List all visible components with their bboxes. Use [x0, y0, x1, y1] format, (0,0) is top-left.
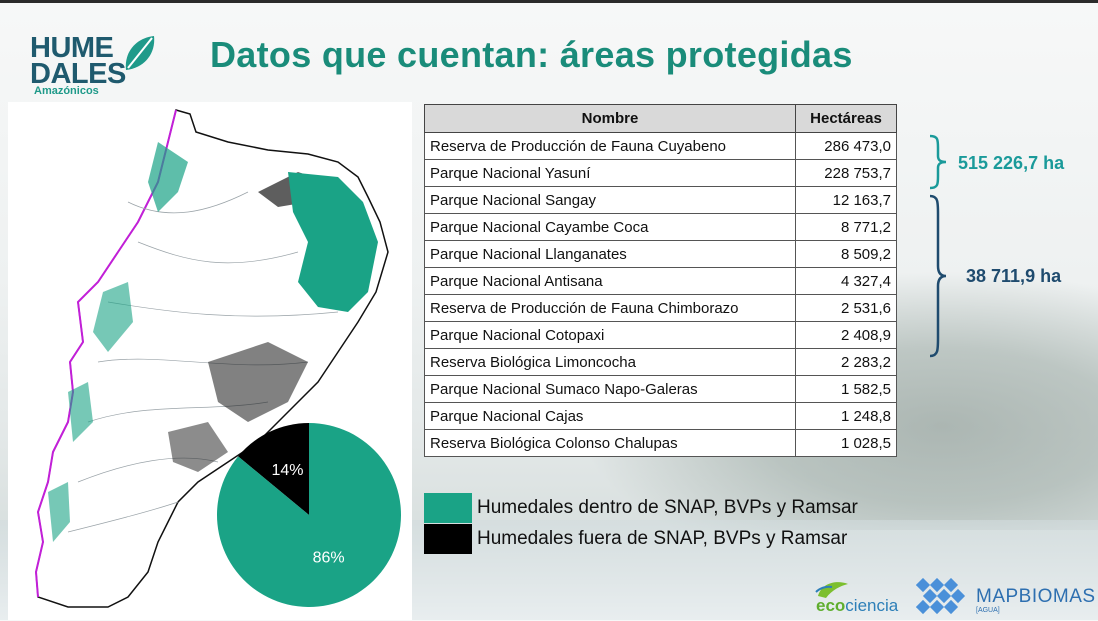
- area-hectares: 2 408,9: [795, 321, 897, 349]
- page-title: Datos que cuentan: áreas protegidas: [210, 34, 853, 75]
- area-hectares: 4 327,4: [795, 267, 897, 295]
- column-header-hectares: Hectáreas: [795, 104, 897, 133]
- area-hectares: 286 473,0: [795, 132, 897, 160]
- legend-label-outside: Humedales fuera de SNAP, BVPs y Ramsar: [477, 528, 848, 549]
- area-hectares: 1 582,5: [795, 375, 897, 403]
- pie-slice-inside: [217, 423, 401, 607]
- table-header-row: Nombre Hectáreas: [424, 104, 897, 133]
- area-hectares: 2 283,2: [795, 348, 897, 376]
- top-border: [0, 0, 1098, 3]
- table-row: Reserva de Producción de Fauna Cuyabeno 2…: [424, 132, 897, 160]
- area-hectares: 1 248,8: [795, 402, 897, 430]
- area-name: Parque Nacional Cayambe Coca: [424, 213, 796, 241]
- area-name: Parque Nacional Cotopaxi: [424, 321, 796, 349]
- pie-chart: 14% 86%: [217, 423, 401, 607]
- column-header-name: Nombre: [424, 104, 796, 133]
- area-name: Parque Nacional Antisana: [424, 267, 796, 295]
- ecociencia-logo: ecociencia: [814, 578, 910, 618]
- brace-icon-group2: [929, 194, 947, 358]
- table-row: Parque Nacional Cotopaxi 2 408,9: [424, 321, 897, 349]
- protected-areas-table: Nombre Hectáreas Reserva de Producción d…: [424, 104, 897, 457]
- area-name: Parque Nacional Llanganates: [424, 240, 796, 268]
- table-row: Parque Nacional Sangay 12 163,7: [424, 186, 897, 214]
- area-hectares: 228 753,7: [795, 159, 897, 187]
- mapbiomas-logo: MAPBIOMAS [AGUA]: [915, 577, 1096, 618]
- table-row: Parque Nacional Yasuní 228 753,7: [424, 159, 897, 187]
- mapbiomas-text: MAPBIOMAS: [976, 586, 1096, 607]
- ecociencia-eco: eco: [816, 596, 846, 615]
- total-group1: 515 226,7 ha: [958, 153, 1065, 173]
- area-hectares: 2 531,6: [795, 294, 897, 322]
- legend-item-outside: Humedales fuera de SNAP, BVPs y Ramsar: [422, 524, 922, 554]
- table-row: Parque Nacional Cajas 1 248,8: [424, 402, 897, 430]
- pie-label-inside: 86%: [313, 550, 345, 567]
- area-hectares: 8 509,2: [795, 240, 897, 268]
- pie-label-outside: 14%: [271, 462, 303, 479]
- area-name: Reserva Biológica Colonso Chalupas: [424, 429, 796, 457]
- total-group2: 38 711,9 ha: [966, 266, 1062, 286]
- area-hectares: 12 163,7: [795, 186, 897, 214]
- area-name: Reserva de Producción de Fauna Chimboraz…: [424, 294, 796, 322]
- legend-swatch-inside: [424, 493, 472, 523]
- leaf-icon: [125, 36, 155, 70]
- pie-slice-outside: [238, 423, 309, 515]
- logo-line1: HUME: [30, 32, 114, 64]
- legend-swatch-outside: [424, 524, 472, 554]
- mapbiomas-subtext: [AGUA]: [976, 607, 1000, 614]
- area-hectares: 1 028,5: [795, 429, 897, 457]
- area-name: Parque Nacional Cajas: [424, 402, 796, 430]
- legend-label-inside: Humedales dentro de SNAP, BVPs y Ramsar: [477, 497, 858, 518]
- brace-icon-group1: [929, 134, 947, 190]
- legend-item-inside: Humedales dentro de SNAP, BVPs y Ramsar: [422, 493, 922, 523]
- mapbiomas-grid-icon: [915, 577, 966, 615]
- wetlands-inside: [48, 142, 378, 542]
- table-row: Reserva Biológica Colonso Chalupas 1 028,…: [424, 429, 897, 457]
- area-name: Parque Nacional Sumaco Napo-Galeras: [424, 375, 796, 403]
- area-name: Reserva de Producción de Fauna Cuyabeno: [424, 132, 796, 160]
- area-hectares: 8 771,2: [795, 213, 897, 241]
- area-name: Parque Nacional Sangay: [424, 186, 796, 214]
- logo-line2: DALES: [30, 58, 126, 90]
- humedales-logo: HUME DALES Amazónicos: [30, 34, 160, 100]
- table-row: Parque Nacional Antisana 4 327,4: [424, 267, 897, 295]
- table-row: Reserva de Producción de Fauna Chimboraz…: [424, 294, 897, 322]
- map-graphic: [34, 109, 389, 608]
- ecociencia-text: ecociencia: [816, 596, 898, 616]
- wetlands-map: 14% 86%: [8, 102, 412, 620]
- rivers: [67, 191, 339, 533]
- ecociencia-leaf-icon: [815, 582, 848, 598]
- table-row: Parque Nacional Sumaco Napo-Galeras 1 582…: [424, 375, 897, 403]
- area-name: Parque Nacional Yasuní: [424, 159, 796, 187]
- area-name: Reserva Biológica Limoncocha: [424, 348, 796, 376]
- table-row: Parque Nacional Llanganates 8 509,2: [424, 240, 897, 268]
- table-row: Reserva Biológica Limoncocha 2 283,2: [424, 348, 897, 376]
- logo-subtitle: Amazónicos: [34, 85, 99, 97]
- ecociencia-ciencia: ciencia: [845, 596, 899, 615]
- table-row: Parque Nacional Cayambe Coca 8 771,2: [424, 213, 897, 241]
